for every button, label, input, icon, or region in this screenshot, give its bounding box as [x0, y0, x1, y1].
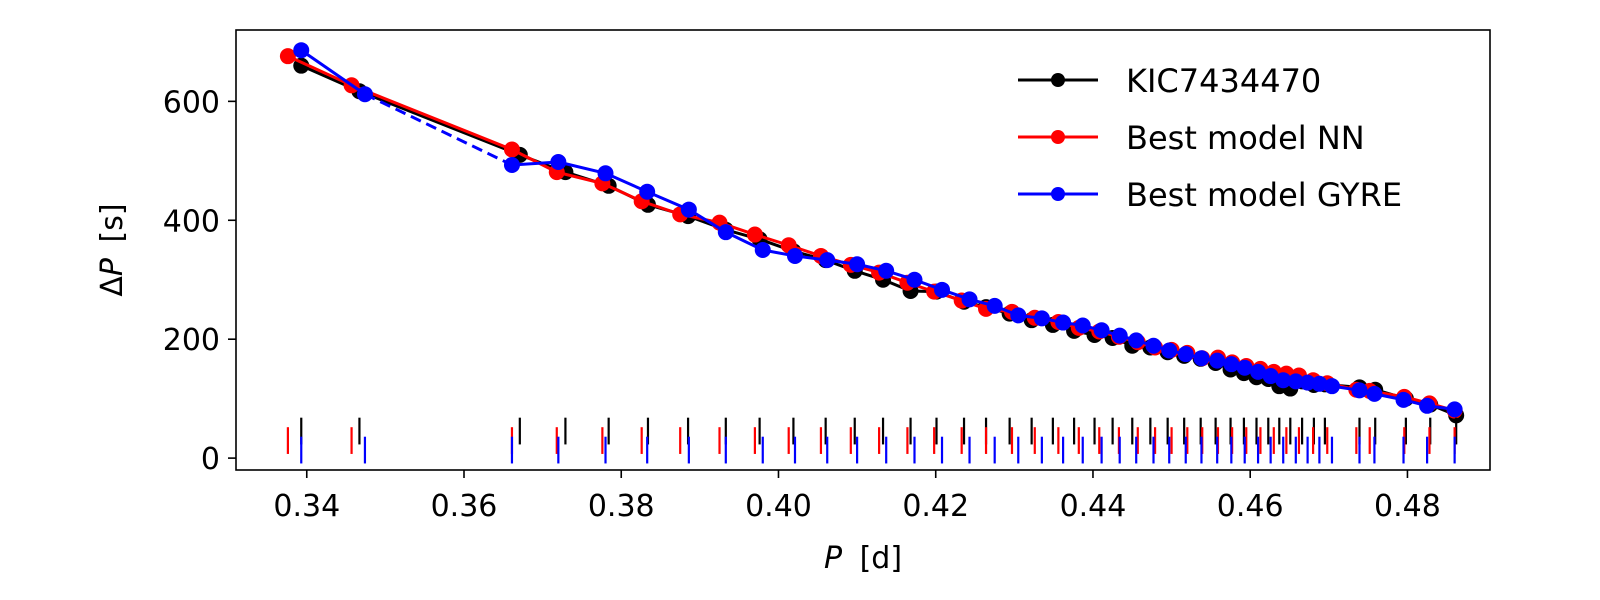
data-point-best-model-nn — [279, 48, 296, 65]
data-point-best-model-gyre — [1351, 382, 1368, 399]
data-point-best-model-gyre — [1299, 374, 1316, 391]
data-point-best-model-gyre — [906, 271, 923, 288]
series-line-best-model-gyre — [300, 48, 366, 96]
data-point-best-model-gyre — [1446, 401, 1463, 418]
data-point-best-model-gyre — [550, 154, 567, 170]
series-line-kic7434470 — [358, 89, 521, 157]
data-point-best-model-gyre — [1074, 317, 1091, 334]
x-axis-label-unit: [d] — [860, 541, 902, 576]
data-point-best-model-gyre — [1128, 332, 1145, 349]
series-line-best-model-nn — [511, 148, 558, 174]
series-line-best-model-nn — [351, 83, 513, 151]
data-point-best-model-gyre — [1223, 356, 1240, 373]
x-tick-label: 0.42 — [902, 489, 969, 524]
legend-entry-kic7434470: KIC7434470 — [1018, 62, 1321, 100]
x-tick-label: 0.38 — [588, 489, 655, 524]
series-line-best-model-gyre — [557, 160, 606, 175]
data-point-best-model-gyre — [1236, 359, 1253, 376]
legend-marker-best-model-gyre — [1051, 187, 1065, 201]
period-rug-ticks — [286, 417, 1458, 464]
y-tick-label: 600 — [163, 85, 220, 120]
series-layer — [279, 42, 1465, 424]
axes-frame — [235, 29, 1491, 471]
legend-entry-best-model-nn: Best model NN — [1018, 119, 1365, 157]
data-point-best-model-gyre — [1366, 385, 1383, 402]
data-point-best-model-gyre — [819, 252, 836, 269]
x-tick-label: 0.36 — [431, 489, 498, 524]
data-point-best-model-gyre — [1262, 368, 1279, 385]
data-point-best-model-gyre — [1419, 397, 1436, 414]
data-point-best-model-gyre — [1395, 391, 1412, 408]
data-point-best-model-gyre — [1093, 322, 1110, 339]
data-point-best-model-gyre — [597, 165, 614, 182]
data-point-best-model-gyre — [786, 247, 803, 264]
legend-marker-best-model-nn — [1051, 130, 1065, 144]
x-tick-label: 0.34 — [273, 489, 340, 524]
data-point-best-model-gyre — [293, 42, 310, 59]
x-tick-label: 0.40 — [745, 489, 812, 524]
data-point-best-model-gyre — [680, 201, 697, 218]
data-point-best-model-nn — [503, 141, 520, 158]
data-point-best-model-nn — [746, 226, 763, 243]
x-axis-ticks: 0.34 0.36 0.38 0.40 0.42 0.44 0.46 0.48 — [273, 470, 1441, 524]
data-point-best-model-gyre — [503, 156, 520, 173]
legend-label-kic7434470: KIC7434470 — [1126, 62, 1321, 100]
data-point-best-model-gyre — [878, 262, 895, 279]
data-point-best-model-gyre — [849, 256, 866, 273]
y-tick-label: 200 — [163, 323, 220, 358]
data-point-best-model-gyre — [1010, 307, 1027, 324]
series-line-best-model-gyre — [364, 92, 513, 167]
data-point-best-model-gyre — [1250, 363, 1267, 380]
data-point-best-model-gyre — [1055, 314, 1072, 331]
data-point-best-model-gyre — [1161, 342, 1178, 359]
series-line-best-model-nn — [287, 54, 353, 87]
data-point-best-model-gyre — [356, 86, 373, 103]
x-tick-label: 0.44 — [1060, 489, 1127, 524]
y-axis-label-var: P — [95, 257, 130, 276]
legend-marker-kic7434470 — [1051, 73, 1065, 87]
y-tick-label: 400 — [163, 204, 220, 239]
x-axis-label-var: P — [824, 541, 843, 576]
legend: KIC7434470 Best model NN Best model GYRE — [1018, 62, 1402, 214]
legend-entry-best-model-gyre: Best model GYRE — [1018, 176, 1402, 214]
data-point-best-model-gyre — [1275, 372, 1292, 389]
legend-label-best-model-gyre: Best model GYRE — [1126, 176, 1402, 214]
data-point-best-model-gyre — [986, 297, 1003, 314]
x-tick-label: 0.46 — [1217, 489, 1284, 524]
data-point-best-model-gyre — [1145, 337, 1162, 354]
legend-label-best-model-nn: Best model NN — [1126, 119, 1365, 157]
data-point-best-model-gyre — [754, 242, 771, 258]
data-point-best-model-gyre — [639, 183, 656, 200]
y-axis-ticks: 0 200 400 600 — [163, 85, 236, 477]
data-point-best-model-gyre — [1287, 373, 1304, 390]
data-point-best-model-gyre — [934, 281, 951, 298]
x-tick-label: 0.48 — [1374, 489, 1441, 524]
data-point-best-model-gyre — [1311, 375, 1328, 392]
data-point-best-model-gyre — [717, 224, 734, 241]
data-point-best-model-gyre — [1209, 352, 1226, 369]
data-point-best-model-gyre — [1177, 346, 1194, 363]
y-axis-label-prefix: Δ — [95, 276, 130, 297]
y-tick-label: 0 — [201, 442, 220, 477]
x-axis-label: P [d] — [824, 541, 902, 576]
data-point-best-model-gyre — [1323, 378, 1340, 395]
y-axis-label: ΔP [s] — [95, 203, 130, 296]
y-axis-label-unit: [s] — [95, 203, 130, 242]
data-point-best-model-gyre — [1193, 350, 1210, 367]
data-point-best-model-gyre — [1033, 310, 1050, 327]
data-point-best-model-gyre — [1111, 327, 1128, 344]
data-point-best-model-gyre — [961, 291, 978, 308]
